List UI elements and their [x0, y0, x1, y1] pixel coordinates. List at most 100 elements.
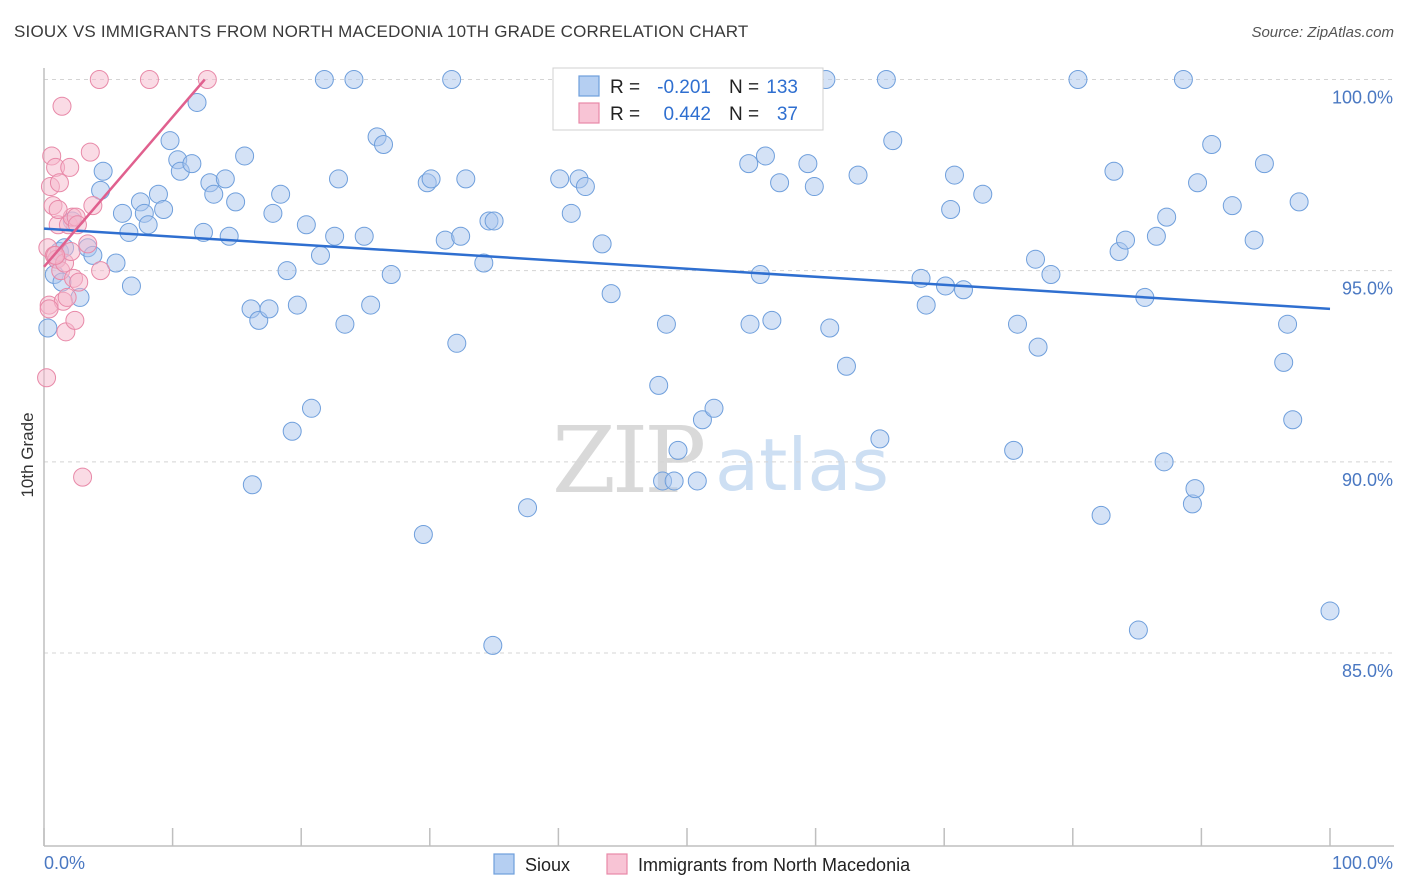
sioux-point: [314, 70, 334, 89]
sioux-point: [447, 333, 467, 353]
sioux-point: [601, 284, 621, 304]
sioux-point: [451, 226, 471, 246]
series-legend: Sioux Immigrants from North Macedonia: [493, 853, 911, 875]
x-axis-ticks: [43, 828, 1331, 846]
sioux-point: [328, 169, 348, 189]
sioux-point: [354, 226, 374, 246]
sioux-point: [193, 222, 213, 242]
sioux-point: [1173, 70, 1193, 89]
sioux-point: [870, 429, 890, 449]
sioux-point: [836, 356, 856, 376]
sioux-point: [916, 295, 936, 315]
sioux-point: [38, 318, 58, 338]
sioux-point: [287, 295, 307, 315]
macedonia-point: [37, 368, 57, 388]
sioux-point: [953, 280, 973, 300]
y-tick-labels: 100.0% 95.0% 90.0% 85.0%: [1332, 88, 1393, 682]
sioux-point: [561, 203, 581, 223]
y-tick-label: 85.0%: [1342, 661, 1393, 681]
sioux-point: [1283, 410, 1303, 430]
sioux-point: [1157, 207, 1177, 227]
sioux-point: [1185, 479, 1205, 499]
sioux-point: [456, 169, 476, 189]
sioux-swatch: [578, 75, 600, 97]
legend-macedonia-swatch: [606, 853, 628, 875]
sioux-point: [325, 226, 345, 246]
sioux-point: [1274, 352, 1294, 372]
legend-macedonia-label: Immigrants from North Macedonia: [638, 855, 911, 875]
sioux-point: [1254, 154, 1274, 174]
sioux-point: [259, 299, 279, 319]
macedonia-point: [65, 310, 85, 330]
macedonia-point: [139, 70, 159, 89]
sioux-point: [1222, 196, 1242, 216]
sioux-points: [38, 70, 1340, 655]
sioux-point: [235, 146, 255, 166]
sioux-point: [154, 199, 174, 219]
x-tick-label-max: 100.0%: [1332, 853, 1393, 873]
sioux-point: [296, 215, 316, 235]
sioux-point: [973, 184, 993, 204]
chart-title: SIOUX VS IMMIGRANTS FROM NORTH MACEDONIA…: [14, 22, 749, 41]
sioux-point: [518, 498, 538, 518]
watermark: ZIP atlas: [552, 407, 889, 514]
sioux-point: [656, 314, 676, 334]
sioux-point: [755, 146, 775, 166]
macedonia-point: [83, 196, 103, 216]
macedonia-point: [52, 96, 72, 116]
sioux-point: [93, 161, 113, 181]
macedonia-point: [80, 142, 100, 162]
sioux-point: [770, 173, 790, 193]
source-credit: Source: ZipAtlas.com: [1251, 24, 1394, 41]
sioux-point: [804, 177, 824, 197]
sioux-point: [344, 70, 364, 89]
y-tick-label: 100.0%: [1332, 88, 1393, 108]
sioux-point: [271, 184, 291, 204]
sioux-point: [1068, 70, 1088, 89]
sioux-point: [310, 245, 330, 265]
sioux-point: [1008, 314, 1028, 334]
watermark-zip: ZIP: [552, 407, 703, 514]
legend-sioux-swatch: [493, 853, 515, 875]
sioux-point: [263, 203, 283, 223]
sioux-n-label: N =: [729, 77, 759, 98]
macedonia-swatch: [578, 102, 600, 124]
sioux-point: [649, 375, 669, 395]
sioux-point: [215, 169, 235, 189]
sioux-point: [941, 199, 961, 219]
sioux-point: [219, 226, 239, 246]
sioux-point: [1004, 440, 1024, 460]
macedonia-point: [48, 199, 68, 219]
x-tick-label-min: 0.0%: [44, 853, 85, 873]
sioux-point: [301, 398, 321, 418]
sioux-point: [374, 134, 394, 154]
macedonia-point: [197, 70, 217, 89]
macedonia-point: [39, 299, 59, 319]
sioux-point: [704, 398, 724, 418]
sioux-r-label: R =: [610, 77, 640, 98]
sioux-point: [798, 154, 818, 174]
macedonia-trend-line: [43, 78, 206, 268]
macedonia-r-label: R =: [610, 104, 640, 125]
sioux-point: [226, 192, 246, 212]
sioux-point: [876, 70, 896, 89]
sioux-point: [187, 92, 207, 112]
sioux-point: [668, 440, 688, 460]
sioux-point: [484, 211, 504, 231]
y-axis-title: 10th Grade: [18, 412, 37, 497]
sioux-point: [335, 314, 355, 334]
sioux-point: [575, 177, 595, 197]
sioux-point: [592, 234, 612, 254]
macedonia-r-value: 0.442: [663, 104, 711, 125]
sioux-point: [204, 184, 224, 204]
sioux-point: [121, 276, 141, 296]
sioux-point: [1146, 226, 1166, 246]
sioux-point: [474, 253, 494, 273]
sioux-point: [112, 203, 132, 223]
watermark-atlas: atlas: [715, 423, 889, 507]
sioux-point: [848, 165, 868, 185]
macedonia-point: [89, 70, 109, 89]
macedonia-point: [78, 234, 98, 254]
macedonia-n-label: N =: [729, 104, 759, 125]
